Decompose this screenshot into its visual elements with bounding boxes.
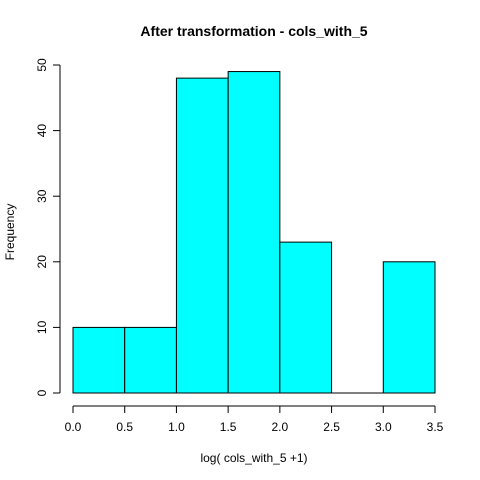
x-tick-label-1: 0.5 (116, 420, 133, 434)
chart-title: After transformation - cols_with_5 (140, 23, 367, 39)
x-tick-label-2: 1.0 (168, 420, 185, 434)
y-tick-label-1: 10 (35, 320, 49, 334)
bars-group (72, 71, 436, 394)
x-tick-label-5: 2.5 (323, 420, 340, 434)
histogram-bar-2 (175, 77, 229, 394)
x-tick-label-0: 0.0 (65, 420, 82, 434)
y-axis: 0 10 20 30 40 50 (35, 58, 61, 396)
x-tick-label-3: 1.5 (220, 420, 237, 434)
histogram-bar-6 (382, 261, 436, 394)
x-tick-label-4: 2.0 (272, 420, 289, 434)
y-tick-label-0: 0 (35, 389, 49, 396)
y-tick-label-2: 20 (35, 255, 49, 269)
x-tick-label-6: 3.0 (375, 420, 392, 434)
y-tick-label-5: 50 (35, 58, 49, 72)
histogram-bar-0 (72, 326, 126, 394)
x-tick-label-7: 3.5 (427, 420, 444, 434)
y-tick-label-3: 30 (35, 189, 49, 203)
histogram-bar-4 (279, 241, 333, 394)
histogram-bar-3 (227, 71, 281, 394)
x-axis: 0.0 0.5 1.0 1.5 2.0 2.5 3.0 3.5 (65, 405, 444, 434)
y-tick-label-4: 40 (35, 124, 49, 138)
y-axis-label: Frequency (3, 204, 17, 261)
x-axis-label: log( cols_with_5 +1) (200, 451, 307, 465)
histogram-bar-1 (124, 326, 177, 394)
